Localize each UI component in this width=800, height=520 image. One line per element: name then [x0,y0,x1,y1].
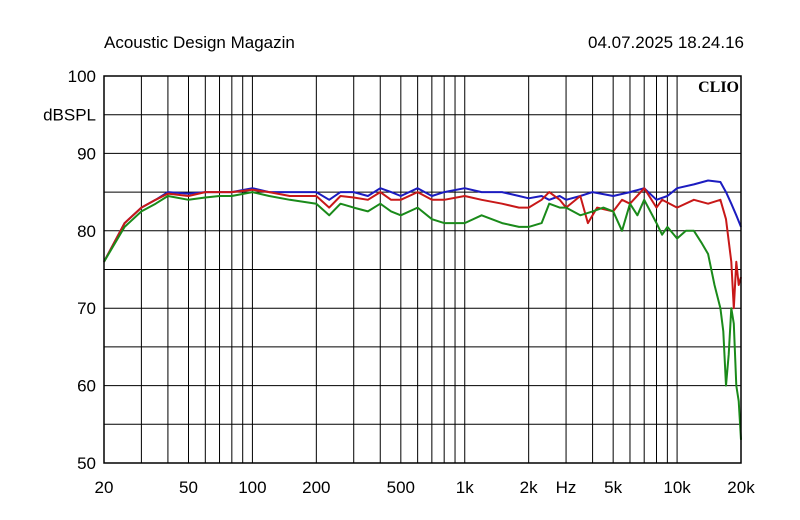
response-curve-3 [103,191,742,440]
x-tick-label: 1k [456,478,474,497]
x-tick-label: 10k [663,478,691,497]
x-tick-label: 500 [387,478,415,497]
x-tick-label: 200 [302,478,330,497]
y-tick-label: 100 [68,67,96,86]
x-tick-label: 2k [520,478,538,497]
response-curve-2 [103,187,742,310]
x-axis-label: Hz [556,478,577,497]
x-tick-label: 20 [95,478,114,497]
curves [103,179,742,440]
y-tick-label: 60 [77,377,96,396]
brand-logo: CLIO [698,79,739,96]
x-tick-label: 100 [238,478,266,497]
plot-frame [103,75,742,464]
y-tick-label: 70 [77,299,96,318]
y-tick-label: 50 [77,454,96,473]
grid [103,75,742,464]
y-tick-label: 90 [77,144,96,163]
x-tick-label: 50 [179,478,198,497]
timestamp: 04.07.2025 18.24.16 [588,33,744,52]
x-tick-label: 20k [727,478,755,497]
y-tick-label: 80 [77,222,96,241]
x-tick-label: 5k [604,478,622,497]
axis-labels: 100 90 80 70 60 50 dBSPL 20 50 100 200 500 1k 2k 5k 10k… [43,67,755,497]
y-axis-label: dBSPL [43,106,96,125]
chart-title: Acoustic Design Magazin [104,33,295,52]
